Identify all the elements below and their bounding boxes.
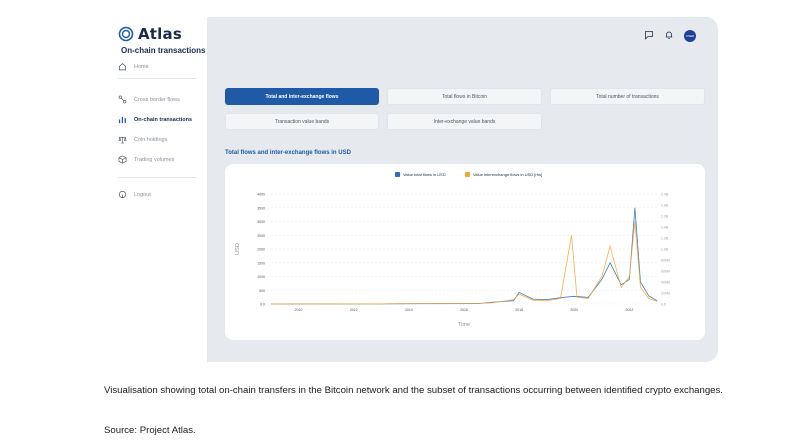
legend-label-total: Value total flows in USD bbox=[403, 172, 446, 177]
y-tick-label-left: 2500 bbox=[257, 234, 265, 238]
tab-total-and-inter-exchange-flows[interactable]: Total and inter-exchange flows bbox=[225, 88, 379, 105]
sidebar-item-coin-holdings[interactable]: Coin holdings bbox=[118, 135, 167, 144]
sidebar-item-cross-border-flows[interactable]: Cross border flows bbox=[118, 95, 180, 104]
y-tick-label-left: 4000 bbox=[257, 193, 265, 197]
sidebar-item-label: Logout bbox=[134, 191, 151, 198]
y-tick-label-right: 800M bbox=[661, 259, 670, 263]
y-tick-label-right: 1.4B bbox=[661, 226, 669, 230]
sidebar-item-trading-volumes[interactable]: Trading volumes bbox=[118, 155, 174, 164]
x-tick-label: 2010 bbox=[295, 308, 303, 312]
divider bbox=[118, 78, 196, 79]
chart-card: 0.0 500 1000 1500 2000 2500 3000 3500 4000 0.0 200… bbox=[225, 164, 705, 340]
x-tick-label: 2012 bbox=[350, 308, 358, 312]
y-tick-label-left: 3000 bbox=[257, 220, 265, 224]
y-tick-label-right: 400M bbox=[661, 281, 670, 285]
avatar[interactable]: USER bbox=[684, 30, 696, 42]
coins-icon bbox=[118, 135, 127, 144]
sidebar-item-logout[interactable]: Logout bbox=[118, 190, 151, 199]
header-actions: USER bbox=[644, 27, 696, 45]
figure-caption: Visualisation showing total on-chain tra… bbox=[104, 385, 723, 396]
x-tick-label: 2018 bbox=[515, 308, 523, 312]
y-axis-label: USD bbox=[235, 243, 241, 255]
bar-chart-icon bbox=[118, 115, 127, 124]
tab-transaction-value-bands[interactable]: Transaction value bands bbox=[225, 113, 379, 130]
legend-checkbox-total bbox=[395, 172, 400, 177]
x-tick-label: 2016 bbox=[460, 308, 468, 312]
series-line-total bbox=[270, 207, 658, 305]
tab-inter-exchange-value-bands[interactable]: Inter-exchange value bands bbox=[387, 113, 542, 130]
home-icon bbox=[118, 62, 127, 71]
flow-icon bbox=[118, 95, 127, 104]
y-tick-label-left: 3500 bbox=[257, 206, 265, 210]
sidebar-item-label: Cross border flows bbox=[134, 96, 180, 103]
tab-total-number-of-transactions[interactable]: Total number of transactions bbox=[550, 88, 705, 105]
app-logo[interactable]: Atlas bbox=[118, 25, 182, 43]
tab-total-flows-in-bitcoin[interactable]: Total flows in Bitcoin bbox=[387, 88, 542, 105]
page-title: On-chain transactions bbox=[121, 46, 206, 55]
y-tick-label-left: 1500 bbox=[257, 261, 265, 265]
y-tick-label-left: 2000 bbox=[257, 248, 265, 252]
bell-icon[interactable] bbox=[664, 27, 674, 45]
y-tick-label-right: 200M bbox=[661, 292, 670, 296]
sidebar-item-label: Coin holdings bbox=[134, 136, 168, 143]
sidebar: Atlas Home Cross border flows On-chain t… bbox=[104, 17, 207, 362]
app-name: Atlas bbox=[138, 25, 182, 43]
y-tick-label-left: 500 bbox=[259, 289, 265, 293]
x-tick-label: 2020 bbox=[570, 308, 578, 312]
x-tick-label: 2014 bbox=[405, 308, 413, 312]
y-tick-label-right: 2.0B bbox=[661, 193, 669, 197]
y-tick-label-left: 1000 bbox=[257, 275, 265, 279]
figure-source: Source: Project Atlas. bbox=[104, 425, 196, 436]
series-line-interexchange bbox=[270, 221, 658, 305]
x-tick-label: 2022 bbox=[626, 308, 634, 312]
divider bbox=[118, 177, 196, 178]
y-tick-label-right: 0.0 bbox=[661, 303, 666, 307]
logout-icon bbox=[118, 190, 127, 199]
sidebar-item-on-chain-transactions[interactable]: On-chain transactions bbox=[118, 115, 192, 124]
y-tick-label-right: 1.6B bbox=[661, 215, 669, 219]
y-tick-label-left: 0.0 bbox=[260, 303, 265, 307]
legend-checkbox-interexchange bbox=[465, 172, 470, 177]
y-tick-label-right: 600M bbox=[661, 270, 670, 274]
sidebar-item-home[interactable]: Home bbox=[118, 62, 149, 71]
atlas-logo-icon bbox=[118, 26, 134, 42]
chat-icon[interactable] bbox=[644, 27, 654, 45]
y-tick-label-right: 1.0B bbox=[661, 248, 669, 252]
sidebar-item-label: Trading volumes bbox=[134, 156, 175, 163]
flows-chart: 0.0 500 1000 1500 2000 2500 3000 3500 4000 0.0 200… bbox=[235, 172, 670, 328]
legend-label-interexchange: Value interexchange flows in USD [rhs] bbox=[473, 172, 542, 177]
y-tick-label-right: 1.8B bbox=[661, 204, 669, 208]
sidebar-item-label: Home bbox=[134, 63, 149, 70]
y-tick-label-right: 1.2B bbox=[661, 237, 669, 241]
sidebar-item-label: On-chain transactions bbox=[134, 116, 193, 123]
cube-icon bbox=[118, 155, 127, 164]
section-title: Total flows and inter-exchange flows in … bbox=[225, 150, 351, 156]
x-axis-label: Time bbox=[458, 322, 470, 328]
